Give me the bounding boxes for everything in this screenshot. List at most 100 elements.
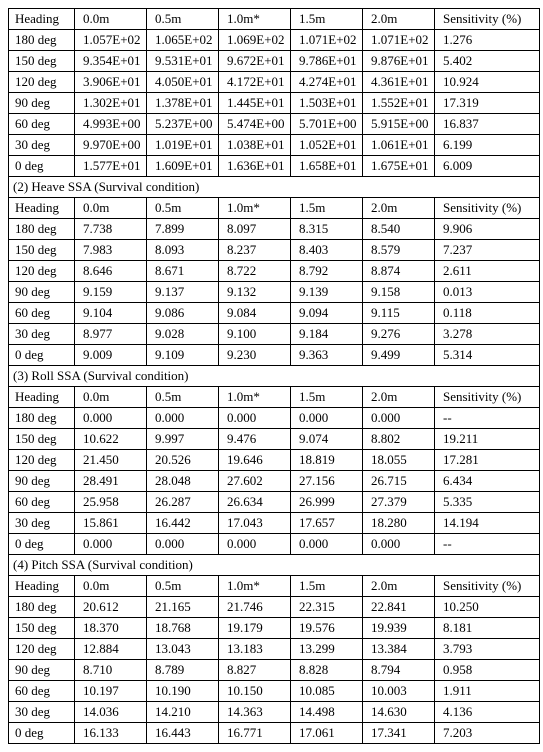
cell-value: 14.210 xyxy=(147,702,219,723)
cell-sensitivity: 2.611 xyxy=(435,261,540,282)
cell-value: 18.370 xyxy=(75,618,147,639)
cell-value: 10.085 xyxy=(291,681,363,702)
cell-value: 9.115 xyxy=(363,303,435,324)
row-heading: 120 deg xyxy=(9,450,75,471)
col-depth: 0.5m xyxy=(147,576,219,597)
table-row: 90 deg8.7108.7898.8278.8288.7940.958 xyxy=(9,660,540,681)
cell-value: 10.190 xyxy=(147,681,219,702)
cell-value: 26.715 xyxy=(363,471,435,492)
cell-value: 0.000 xyxy=(291,408,363,429)
row-heading: 30 deg xyxy=(9,702,75,723)
row-heading: 120 deg xyxy=(9,72,75,93)
cell-sensitivity: 16.837 xyxy=(435,114,540,135)
row-heading: 90 deg xyxy=(9,471,75,492)
cell-value: 18.280 xyxy=(363,513,435,534)
table-row: 0 deg9.0099.1099.2309.3639.4995.314 xyxy=(9,345,540,366)
table-row: 30 deg8.9779.0289.1009.1849.2763.278 xyxy=(9,324,540,345)
cell-value: 9.184 xyxy=(291,324,363,345)
cell-value: 22.315 xyxy=(291,597,363,618)
col-depth: 1.5m xyxy=(291,387,363,408)
cell-value: 9.970E+00 xyxy=(75,135,147,156)
cell-value: 8.789 xyxy=(147,660,219,681)
cell-value: 15.861 xyxy=(75,513,147,534)
cell-value: 0.000 xyxy=(219,534,291,555)
col-depth: 1.5m xyxy=(291,9,363,30)
table-row: 150 deg18.37018.76819.17919.57619.9398.1… xyxy=(9,618,540,639)
table-row: 90 deg9.1599.1379.1329.1399.1580.013 xyxy=(9,282,540,303)
row-heading: 120 deg xyxy=(9,639,75,660)
cell-sensitivity: 5.314 xyxy=(435,345,540,366)
row-heading: 180 deg xyxy=(9,597,75,618)
cell-value: 19.939 xyxy=(363,618,435,639)
cell-value: 12.884 xyxy=(75,639,147,660)
cell-value: 1.302E+01 xyxy=(75,93,147,114)
cell-sensitivity: 9.906 xyxy=(435,219,540,240)
cell-value: 1.071E+02 xyxy=(291,30,363,51)
row-heading: 150 deg xyxy=(9,51,75,72)
cell-value: 4.274E+01 xyxy=(291,72,363,93)
table-row: 60 deg25.95826.28726.63426.99927.3795.33… xyxy=(9,492,540,513)
table-row: 30 deg9.970E+001.019E+011.038E+011.052E+… xyxy=(9,135,540,156)
cell-value: 1.071E+02 xyxy=(363,30,435,51)
cell-value: 1.065E+02 xyxy=(147,30,219,51)
col-depth: 0.0m xyxy=(75,387,147,408)
cell-value: 1.636E+01 xyxy=(219,156,291,177)
row-heading: 0 deg xyxy=(9,723,75,744)
cell-value: 8.794 xyxy=(363,660,435,681)
cell-value: 8.237 xyxy=(219,240,291,261)
cell-value: 5.915E+00 xyxy=(363,114,435,135)
table-row: 180 deg0.0000.0000.0000.0000.000-- xyxy=(9,408,540,429)
cell-sensitivity: 6.199 xyxy=(435,135,540,156)
cell-sensitivity: 0.958 xyxy=(435,660,540,681)
col-depth: 0.0m xyxy=(75,198,147,219)
cell-sensitivity: -- xyxy=(435,534,540,555)
cell-value: 16.442 xyxy=(147,513,219,534)
cell-value: 9.028 xyxy=(147,324,219,345)
cell-sensitivity: 10.924 xyxy=(435,72,540,93)
table-row: 90 deg1.302E+011.378E+011.445E+011.503E+… xyxy=(9,93,540,114)
cell-value: 8.646 xyxy=(75,261,147,282)
cell-value: 9.159 xyxy=(75,282,147,303)
table-row: 0 deg1.577E+011.609E+011.636E+011.658E+0… xyxy=(9,156,540,177)
cell-value: 9.084 xyxy=(219,303,291,324)
cell-value: 8.977 xyxy=(75,324,147,345)
cell-value: 13.384 xyxy=(363,639,435,660)
cell-value: 8.671 xyxy=(147,261,219,282)
cell-value: 4.050E+01 xyxy=(147,72,219,93)
cell-value: 1.378E+01 xyxy=(147,93,219,114)
cell-value: 18.055 xyxy=(363,450,435,471)
table-row: 90 deg28.49128.04827.60227.15626.7156.43… xyxy=(9,471,540,492)
table-row: 180 deg7.7387.8998.0978.3158.5409.906 xyxy=(9,219,540,240)
row-heading: 60 deg xyxy=(9,303,75,324)
row-heading: 60 deg xyxy=(9,681,75,702)
col-depth: 1.5m xyxy=(291,198,363,219)
col-depth: 1.0m* xyxy=(219,198,291,219)
cell-value: 9.139 xyxy=(291,282,363,303)
cell-value: 9.786E+01 xyxy=(291,51,363,72)
cell-sensitivity: 0.118 xyxy=(435,303,540,324)
row-heading: 150 deg xyxy=(9,240,75,261)
cell-value: 0.000 xyxy=(75,534,147,555)
cell-value: 9.876E+01 xyxy=(363,51,435,72)
col-depth: 0.5m xyxy=(147,9,219,30)
row-heading: 30 deg xyxy=(9,513,75,534)
col-sensitivity: Sensitivity (%) xyxy=(435,198,540,219)
cell-value: 14.036 xyxy=(75,702,147,723)
col-depth: 0.5m xyxy=(147,387,219,408)
cell-value: 7.899 xyxy=(147,219,219,240)
cell-value: 13.299 xyxy=(291,639,363,660)
cell-value: 4.993E+00 xyxy=(75,114,147,135)
cell-value: 16.133 xyxy=(75,723,147,744)
cell-value: 1.052E+01 xyxy=(291,135,363,156)
table-row: 150 deg9.354E+019.531E+019.672E+019.786E… xyxy=(9,51,540,72)
cell-value: 0.000 xyxy=(363,534,435,555)
col-depth: 0.0m xyxy=(75,576,147,597)
table-row: 0 deg16.13316.44316.77117.06117.3417.203 xyxy=(9,723,540,744)
row-heading: 120 deg xyxy=(9,261,75,282)
cell-value: 10.622 xyxy=(75,429,147,450)
cell-value: 8.710 xyxy=(75,660,147,681)
table-row: 120 deg21.45020.52619.64618.81918.05517.… xyxy=(9,450,540,471)
cell-value: 27.602 xyxy=(219,471,291,492)
cell-value: 21.450 xyxy=(75,450,147,471)
row-heading: 0 deg xyxy=(9,156,75,177)
